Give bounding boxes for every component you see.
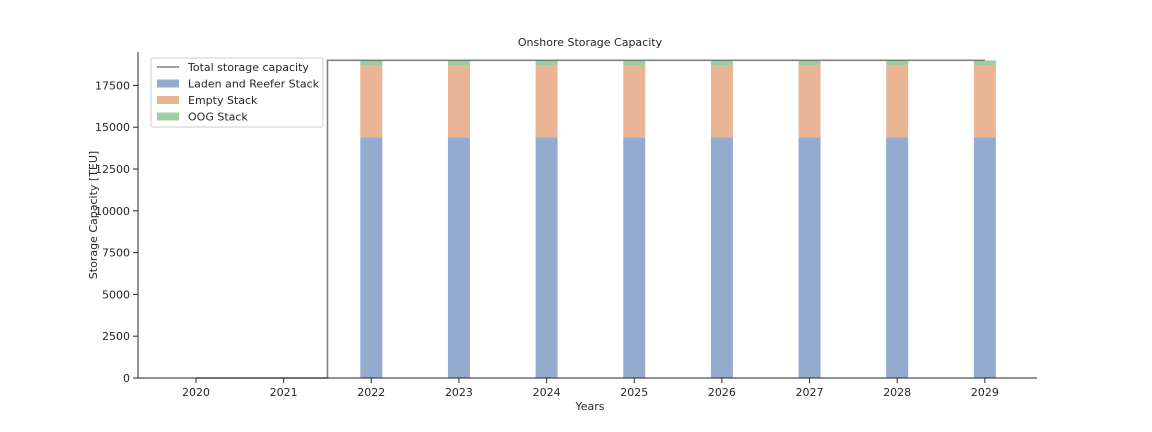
- x-tick-label: 2029: [971, 386, 999, 399]
- bar-2028-series-1: [886, 65, 909, 138]
- bar-2022-series-0: [360, 137, 383, 378]
- x-tick-label: 2022: [357, 386, 385, 399]
- y-tick-label: 10000: [95, 205, 130, 218]
- x-tick-label: 2025: [620, 386, 648, 399]
- bar-2023-series-1: [447, 65, 470, 138]
- bar-2025-series-2: [623, 60, 646, 66]
- y-tick-label: 12500: [95, 163, 130, 176]
- bar-2022-series-2: [360, 60, 383, 66]
- legend-swatch: [157, 112, 179, 121]
- y-tick-label: 7500: [102, 247, 130, 260]
- x-tick-label: 2020: [182, 386, 210, 399]
- bar-2029-series-0: [973, 137, 996, 378]
- bar-2024-series-2: [535, 60, 558, 66]
- bar-2023-series-0: [447, 137, 470, 378]
- legend-label: Laden and Reefer Stack: [188, 78, 320, 91]
- legend-label: Empty Stack: [188, 94, 258, 107]
- bar-2026-series-0: [710, 137, 733, 378]
- bar-2027-series-0: [798, 137, 821, 378]
- bar-2029-series-2: [973, 60, 996, 66]
- bar-2027-series-2: [798, 60, 821, 66]
- legend-label: OOG Stack: [188, 111, 248, 124]
- x-tick-label: 2023: [445, 386, 473, 399]
- axes: 0 2500 5000 7500 10000 12500 15000 17500 2020 202…: [95, 52, 1037, 399]
- bar-2023-series-2: [447, 60, 470, 66]
- y-axis-title: Storage Capacity [TEU]: [87, 151, 100, 279]
- y-tick-label: 5000: [102, 288, 130, 301]
- bar-2025-series-0: [623, 137, 646, 378]
- bar-2028-series-2: [886, 60, 909, 66]
- plot-area: [196, 59, 996, 379]
- bar-2022-series-1: [360, 65, 383, 138]
- x-tick-label: 2026: [708, 386, 736, 399]
- legend: Total storage capacity Laden and Reefer S…: [150, 57, 324, 128]
- bar-2027-series-1: [798, 65, 821, 138]
- bar-2029-series-1: [973, 65, 996, 138]
- bar-2025-series-1: [623, 65, 646, 138]
- x-tick-label: 2027: [796, 386, 824, 399]
- legend-label: Total storage capacity: [187, 61, 309, 74]
- bar-2028-series-0: [886, 137, 909, 378]
- chart-title: Onshore Storage Capacity: [518, 36, 663, 49]
- y-tick-label: 0: [123, 372, 130, 385]
- legend-swatch: [157, 79, 179, 88]
- bar-2024-series-1: [535, 65, 558, 138]
- bar-2024-series-0: [535, 137, 558, 378]
- y-tick-label: 15000: [95, 121, 130, 134]
- legend-swatch: [157, 96, 179, 104]
- x-axis-title: Years: [574, 400, 604, 413]
- x-tick-label: 2021: [270, 386, 298, 399]
- bar-2026-series-1: [710, 65, 733, 138]
- y-tick-label: 2500: [102, 330, 130, 343]
- y-tick-label: 17500: [95, 79, 130, 92]
- x-tick-label: 2028: [883, 386, 911, 399]
- bar-2026-series-2: [710, 60, 733, 66]
- legend-box: [150, 57, 324, 128]
- x-tick-label: 2024: [533, 386, 561, 399]
